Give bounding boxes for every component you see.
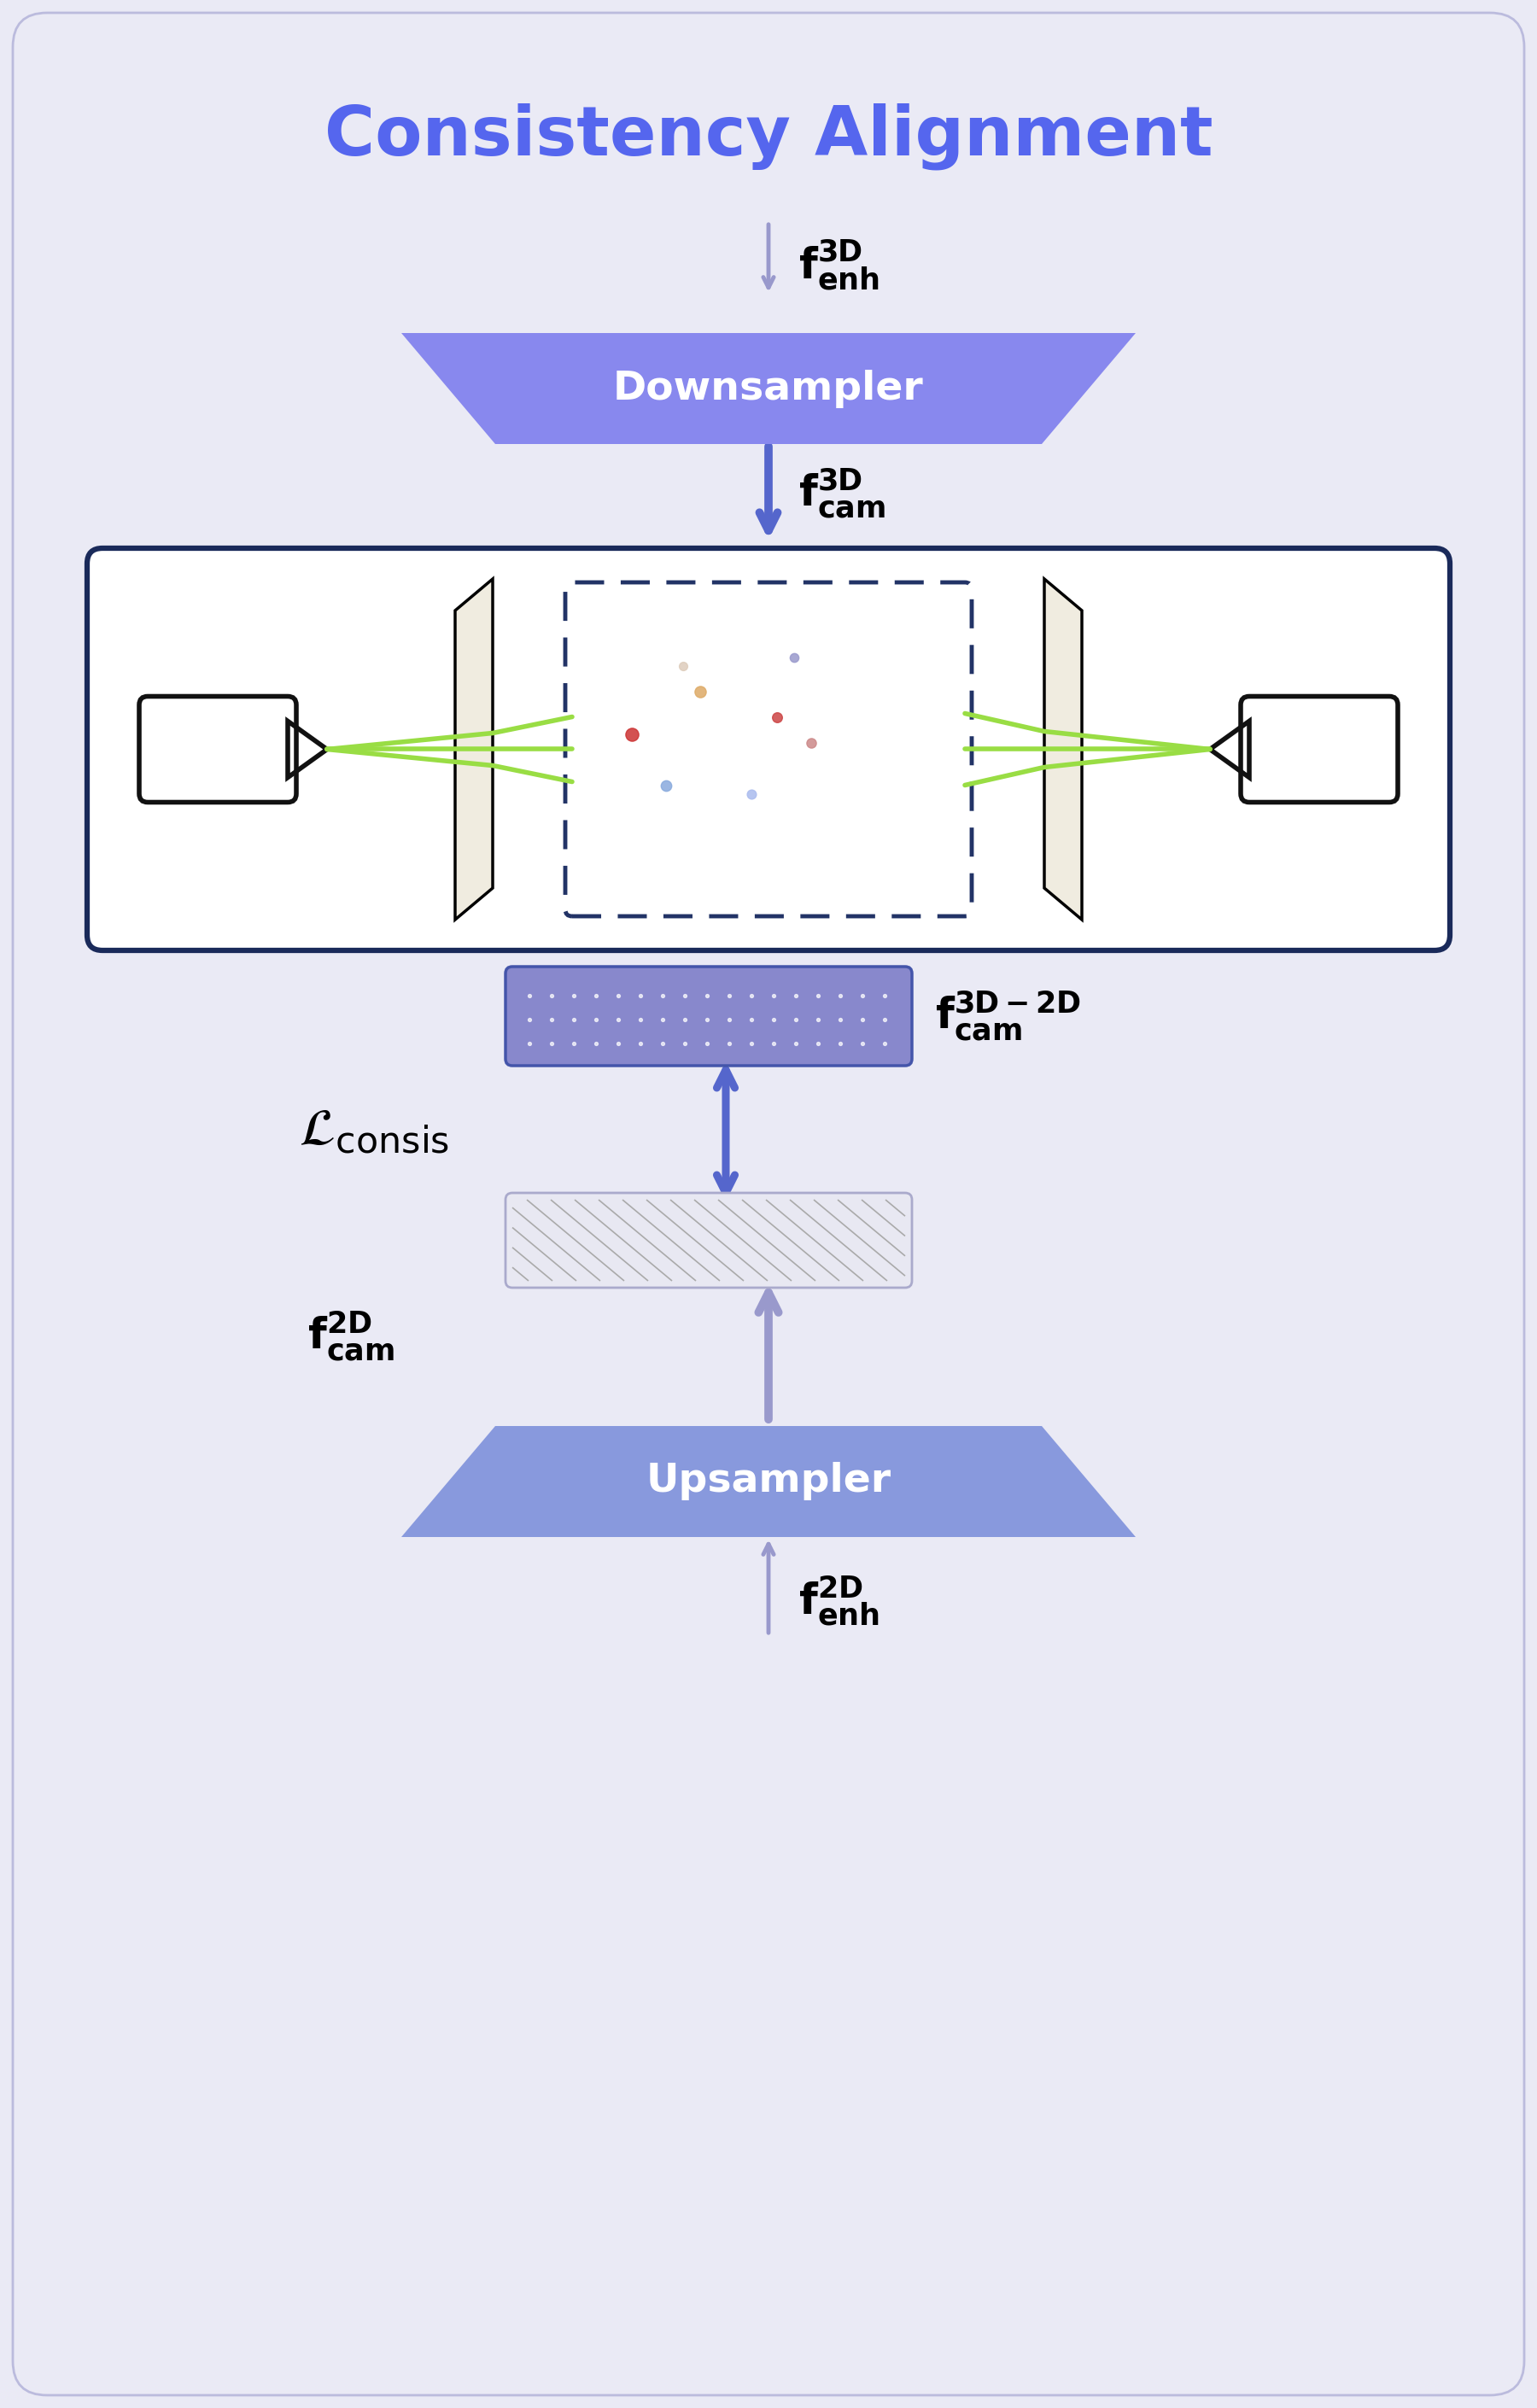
Text: $\mathbf{f}_{\mathbf{enh}}^{\mathbf{3D}}$: $\mathbf{f}_{\mathbf{enh}}^{\mathbf{3D}}… xyxy=(798,238,879,291)
Text: $\mathbf{f}_{\mathbf{enh}}^{\mathbf{2D}}$: $\mathbf{f}_{\mathbf{enh}}^{\mathbf{2D}}… xyxy=(798,1575,879,1628)
FancyBboxPatch shape xyxy=(12,12,1525,2396)
Text: $\mathbf{f}_{\mathbf{cam}}^{\mathbf{2D}}$: $\mathbf{f}_{\mathbf{cam}}^{\mathbf{2D}}… xyxy=(307,1310,395,1363)
Text: $\mathbf{f}_{\mathbf{cam}}^{\mathbf{3D}}$: $\mathbf{f}_{\mathbf{cam}}^{\mathbf{3D}}… xyxy=(798,467,885,520)
Point xyxy=(619,715,644,754)
Point xyxy=(765,698,790,737)
Point xyxy=(739,775,764,814)
Point xyxy=(670,648,695,686)
Point xyxy=(782,638,807,677)
FancyBboxPatch shape xyxy=(88,549,1449,951)
Text: Upsampler: Upsampler xyxy=(646,1462,891,1500)
Polygon shape xyxy=(1044,578,1082,920)
FancyBboxPatch shape xyxy=(506,966,911,1067)
FancyBboxPatch shape xyxy=(506,1192,911,1288)
Text: Consistency Alignment: Consistency Alignment xyxy=(324,104,1213,171)
Polygon shape xyxy=(401,332,1136,443)
Text: $\mathbf{f}_{\mathbf{cam}}^{\mathbf{3D-2D}}$: $\mathbf{f}_{\mathbf{cam}}^{\mathbf{3D-2… xyxy=(934,990,1081,1043)
Polygon shape xyxy=(455,578,493,920)
Polygon shape xyxy=(401,1426,1136,1536)
Point xyxy=(689,672,713,710)
Point xyxy=(799,725,824,763)
Text: Downsampler: Downsampler xyxy=(613,368,924,407)
Point xyxy=(653,766,678,804)
Text: $\mathcal{L}_{\mathrm{consis}}$: $\mathcal{L}_{\mathrm{consis}}$ xyxy=(298,1105,449,1156)
